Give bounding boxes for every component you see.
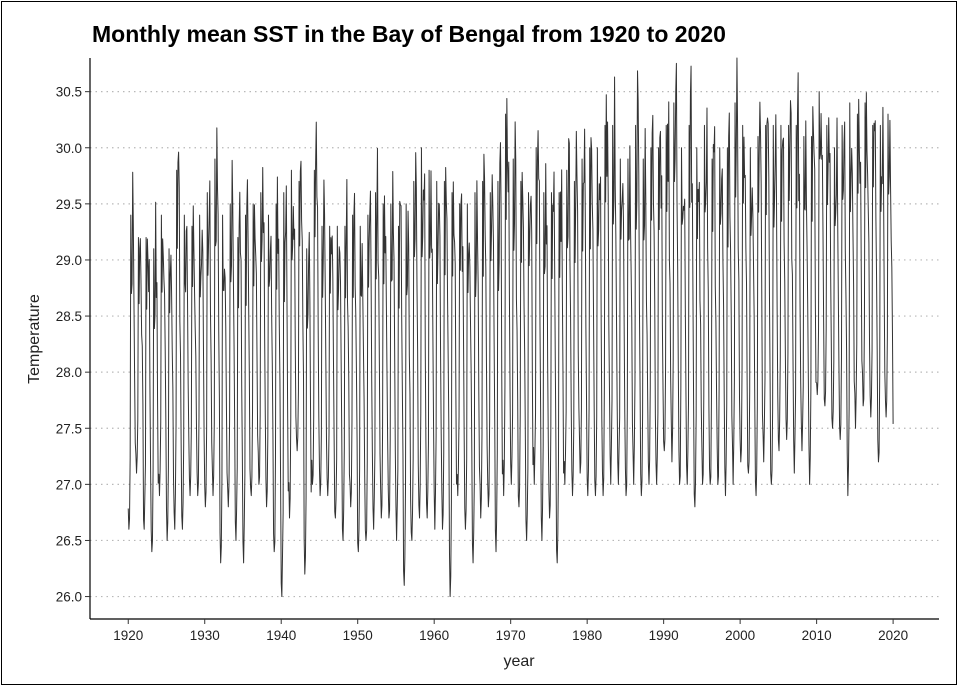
x-tick-label: 1930 [190, 628, 220, 643]
x-tick-label: 2020 [878, 628, 908, 643]
y-tick-label: 29.0 [56, 253, 82, 268]
sst-series-line [127, 57, 894, 598]
y-tick-label: 28.0 [56, 365, 82, 380]
y-tick-label: 28.5 [56, 309, 82, 324]
axes [89, 58, 939, 620]
x-tick-label: 2010 [802, 628, 832, 643]
x-axis-ticks: 1920 1930 1940 1950 1960 1970 1980 1990 2000 2010… [113, 619, 908, 643]
sst-series [127, 57, 894, 598]
y-tick-label: 27.5 [56, 421, 82, 436]
x-tick-label: 1980 [572, 628, 602, 643]
y-axis-title: Temperature [26, 294, 43, 384]
x-tick-label: 1990 [649, 628, 679, 643]
x-tick-label: 2000 [725, 628, 755, 643]
chart-title: Monthly mean SST in the Bay of Bengal fr… [92, 21, 726, 47]
x-tick-label: 1970 [496, 628, 526, 643]
y-axis-ticks: 26.0 26.5 27.0 27.5 28.0 28.5 29.0 29.5 30.0 30.5 [56, 85, 90, 605]
x-axis-title: year [503, 653, 535, 670]
y-tick-label: 30.0 [56, 141, 82, 156]
y-tick-label: 29.5 [56, 197, 82, 212]
y-tick-label: 30.5 [56, 85, 82, 100]
y-tick-label: 27.0 [56, 477, 82, 492]
y-tick-label: 26.0 [56, 590, 82, 605]
x-tick-label: 1950 [343, 628, 373, 643]
y-tick-label: 26.5 [56, 533, 82, 548]
x-tick-label: 1940 [266, 628, 296, 643]
x-tick-label: 1960 [419, 628, 449, 643]
x-tick-label: 1920 [113, 628, 143, 643]
